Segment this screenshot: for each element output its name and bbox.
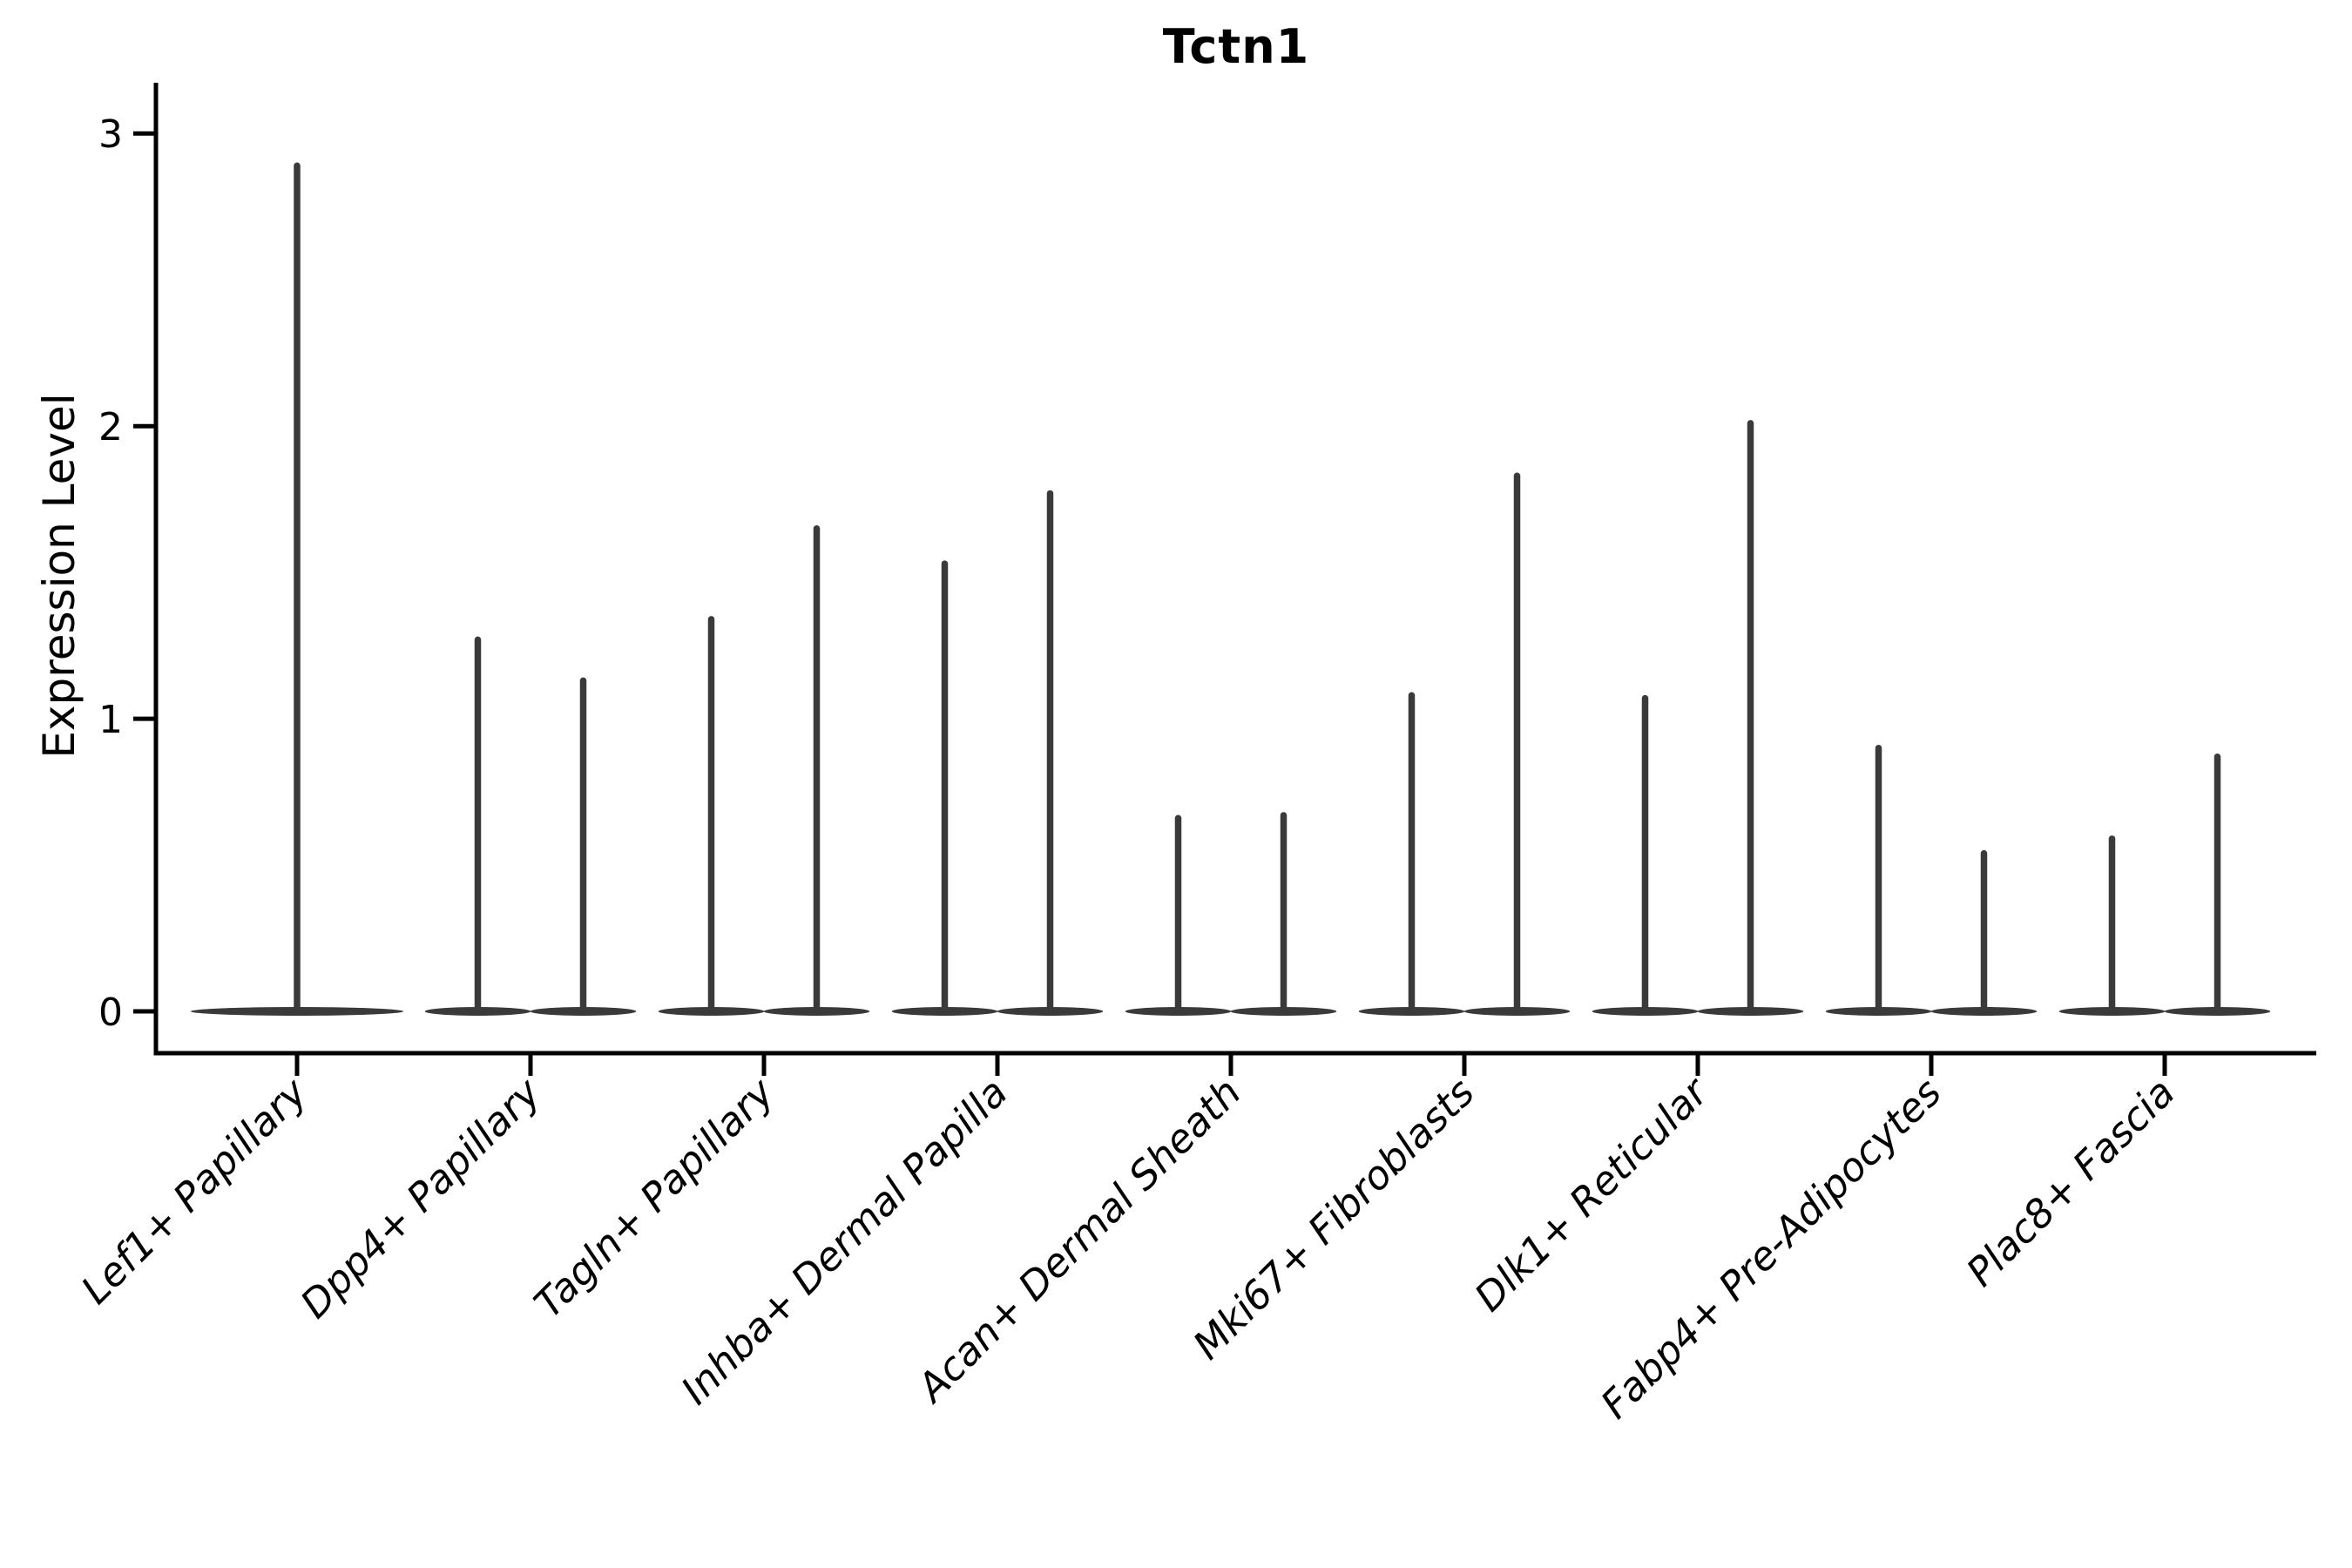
- x-category-label: Dpp4+ Papillary: [292, 1068, 551, 1327]
- y-tick-label: 3: [98, 112, 123, 157]
- x-category-label: Plac8+ Fascia: [1957, 1069, 2184, 1295]
- chart-title: Tctn1: [1162, 19, 1310, 74]
- x-category-label: Tagln+ Papillary: [525, 1068, 784, 1327]
- x-category-label: Lef1+ Papillary: [72, 1068, 317, 1313]
- y-tick-label: 1: [98, 698, 123, 742]
- y-tick-label: 0: [98, 990, 123, 1035]
- x-category-label: Dlk1+ Reticular: [1465, 1068, 1718, 1321]
- y-tick-label: 2: [98, 405, 123, 449]
